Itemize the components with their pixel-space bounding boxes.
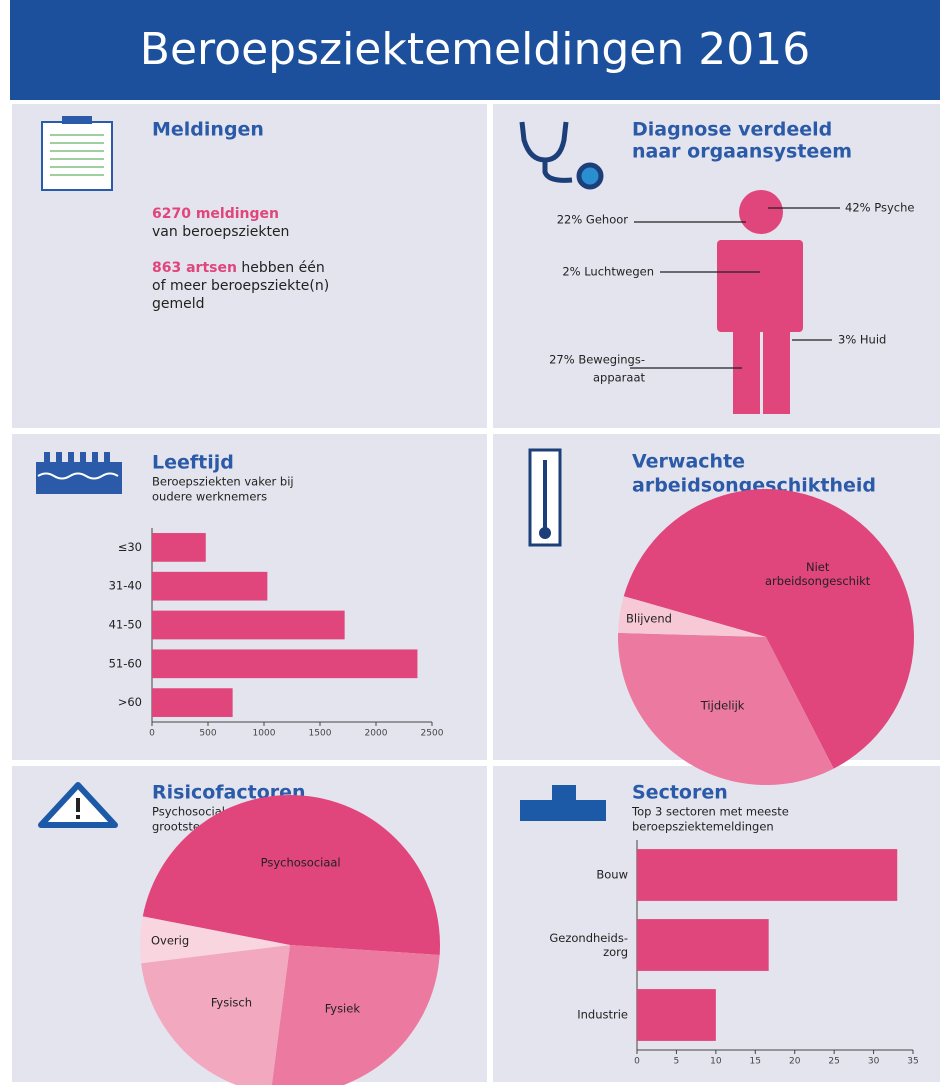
bar — [152, 572, 267, 601]
chart-subtitle: oudere werknemers — [152, 490, 267, 504]
chart-subtitle: Beroepsziekten vaker bij — [152, 475, 294, 489]
body-text: gemeld — [152, 296, 205, 312]
x-tick-label: 0 — [149, 729, 155, 739]
x-tick-label: 20 — [789, 1057, 801, 1067]
clipboard-icon — [42, 116, 112, 190]
chart-title: Verwachte — [632, 451, 745, 473]
x-tick-label: 5 — [674, 1057, 680, 1067]
bar — [152, 649, 417, 678]
slice-label: Psychosociaal — [261, 856, 341, 870]
x-tick-label: 35 — [907, 1057, 918, 1067]
bar — [637, 989, 716, 1041]
diagnose-label: 42% Psyche — [845, 201, 914, 215]
diagnose-label: 22% Gehoor — [557, 213, 629, 227]
diagnose-label: 3% Huid — [838, 333, 886, 347]
slice-label: Overig — [151, 933, 189, 947]
y-tick-label: Industrie — [577, 1008, 628, 1022]
diagnose-label: 27% Bewegings- — [549, 353, 645, 367]
panel-heading: Meldingen — [152, 119, 264, 141]
highlight: 863 artsen — [152, 260, 237, 276]
chart-title: Leeftijd — [152, 452, 234, 474]
slice-label: Tijdelijk — [700, 698, 745, 712]
y-tick-label: Bouw — [596, 868, 628, 882]
body-line: 863 artsen hebben één — [152, 260, 325, 276]
y-tick-label: 51-60 — [109, 656, 142, 670]
x-tick-label: 2000 — [365, 729, 388, 739]
x-tick-label: 1500 — [309, 729, 332, 739]
body-text: hebben één — [241, 260, 324, 276]
y-tick-label: 41-50 — [109, 618, 142, 632]
bar — [637, 919, 769, 971]
y-tick-label: >60 — [118, 695, 142, 709]
x-tick-label: 2500 — [421, 729, 444, 739]
chart-subtitle: beroepsziektemeldingen — [632, 820, 774, 834]
x-tick-label: 500 — [199, 729, 216, 739]
x-tick-label: 25 — [828, 1057, 839, 1067]
slice-label: Blijvend — [626, 611, 672, 625]
body-text: of meer beroepsziekte(n) — [152, 278, 329, 294]
diagnose-label: 2% Luchtwegen — [562, 265, 654, 279]
infographic: Beroepsziektemeldingen 2016 Meldingen 62… — [0, 0, 951, 1085]
body-text: van beroepsziekten — [152, 224, 289, 240]
bar — [152, 688, 233, 717]
bar — [152, 533, 206, 562]
x-tick-label: 30 — [868, 1057, 880, 1067]
x-tick-label: 10 — [710, 1057, 722, 1067]
y-tick-label: ≤30 — [118, 540, 142, 554]
page-title: Beroepsziektemeldingen 2016 — [140, 24, 810, 75]
panel-heading: naar orgaansysteem — [632, 141, 852, 163]
y-tick-label: 31-40 — [109, 579, 142, 593]
chart-title: Sectoren — [632, 782, 728, 804]
x-tick-label: 1000 — [253, 729, 276, 739]
x-tick-label: 15 — [750, 1057, 761, 1067]
x-tick-label: 0 — [634, 1057, 640, 1067]
panel-heading: Diagnose verdeeld — [632, 119, 832, 141]
highlight: 6270 meldingen — [152, 206, 279, 222]
chart-subtitle: Top 3 sectoren met meeste — [631, 805, 789, 819]
bar — [152, 611, 345, 640]
slice-label: Fysiek — [325, 1001, 361, 1015]
thermometer-icon — [530, 450, 560, 545]
bar — [637, 849, 897, 901]
slice-label: Fysisch — [211, 996, 252, 1010]
diagnose-label: apparaat — [593, 371, 646, 385]
